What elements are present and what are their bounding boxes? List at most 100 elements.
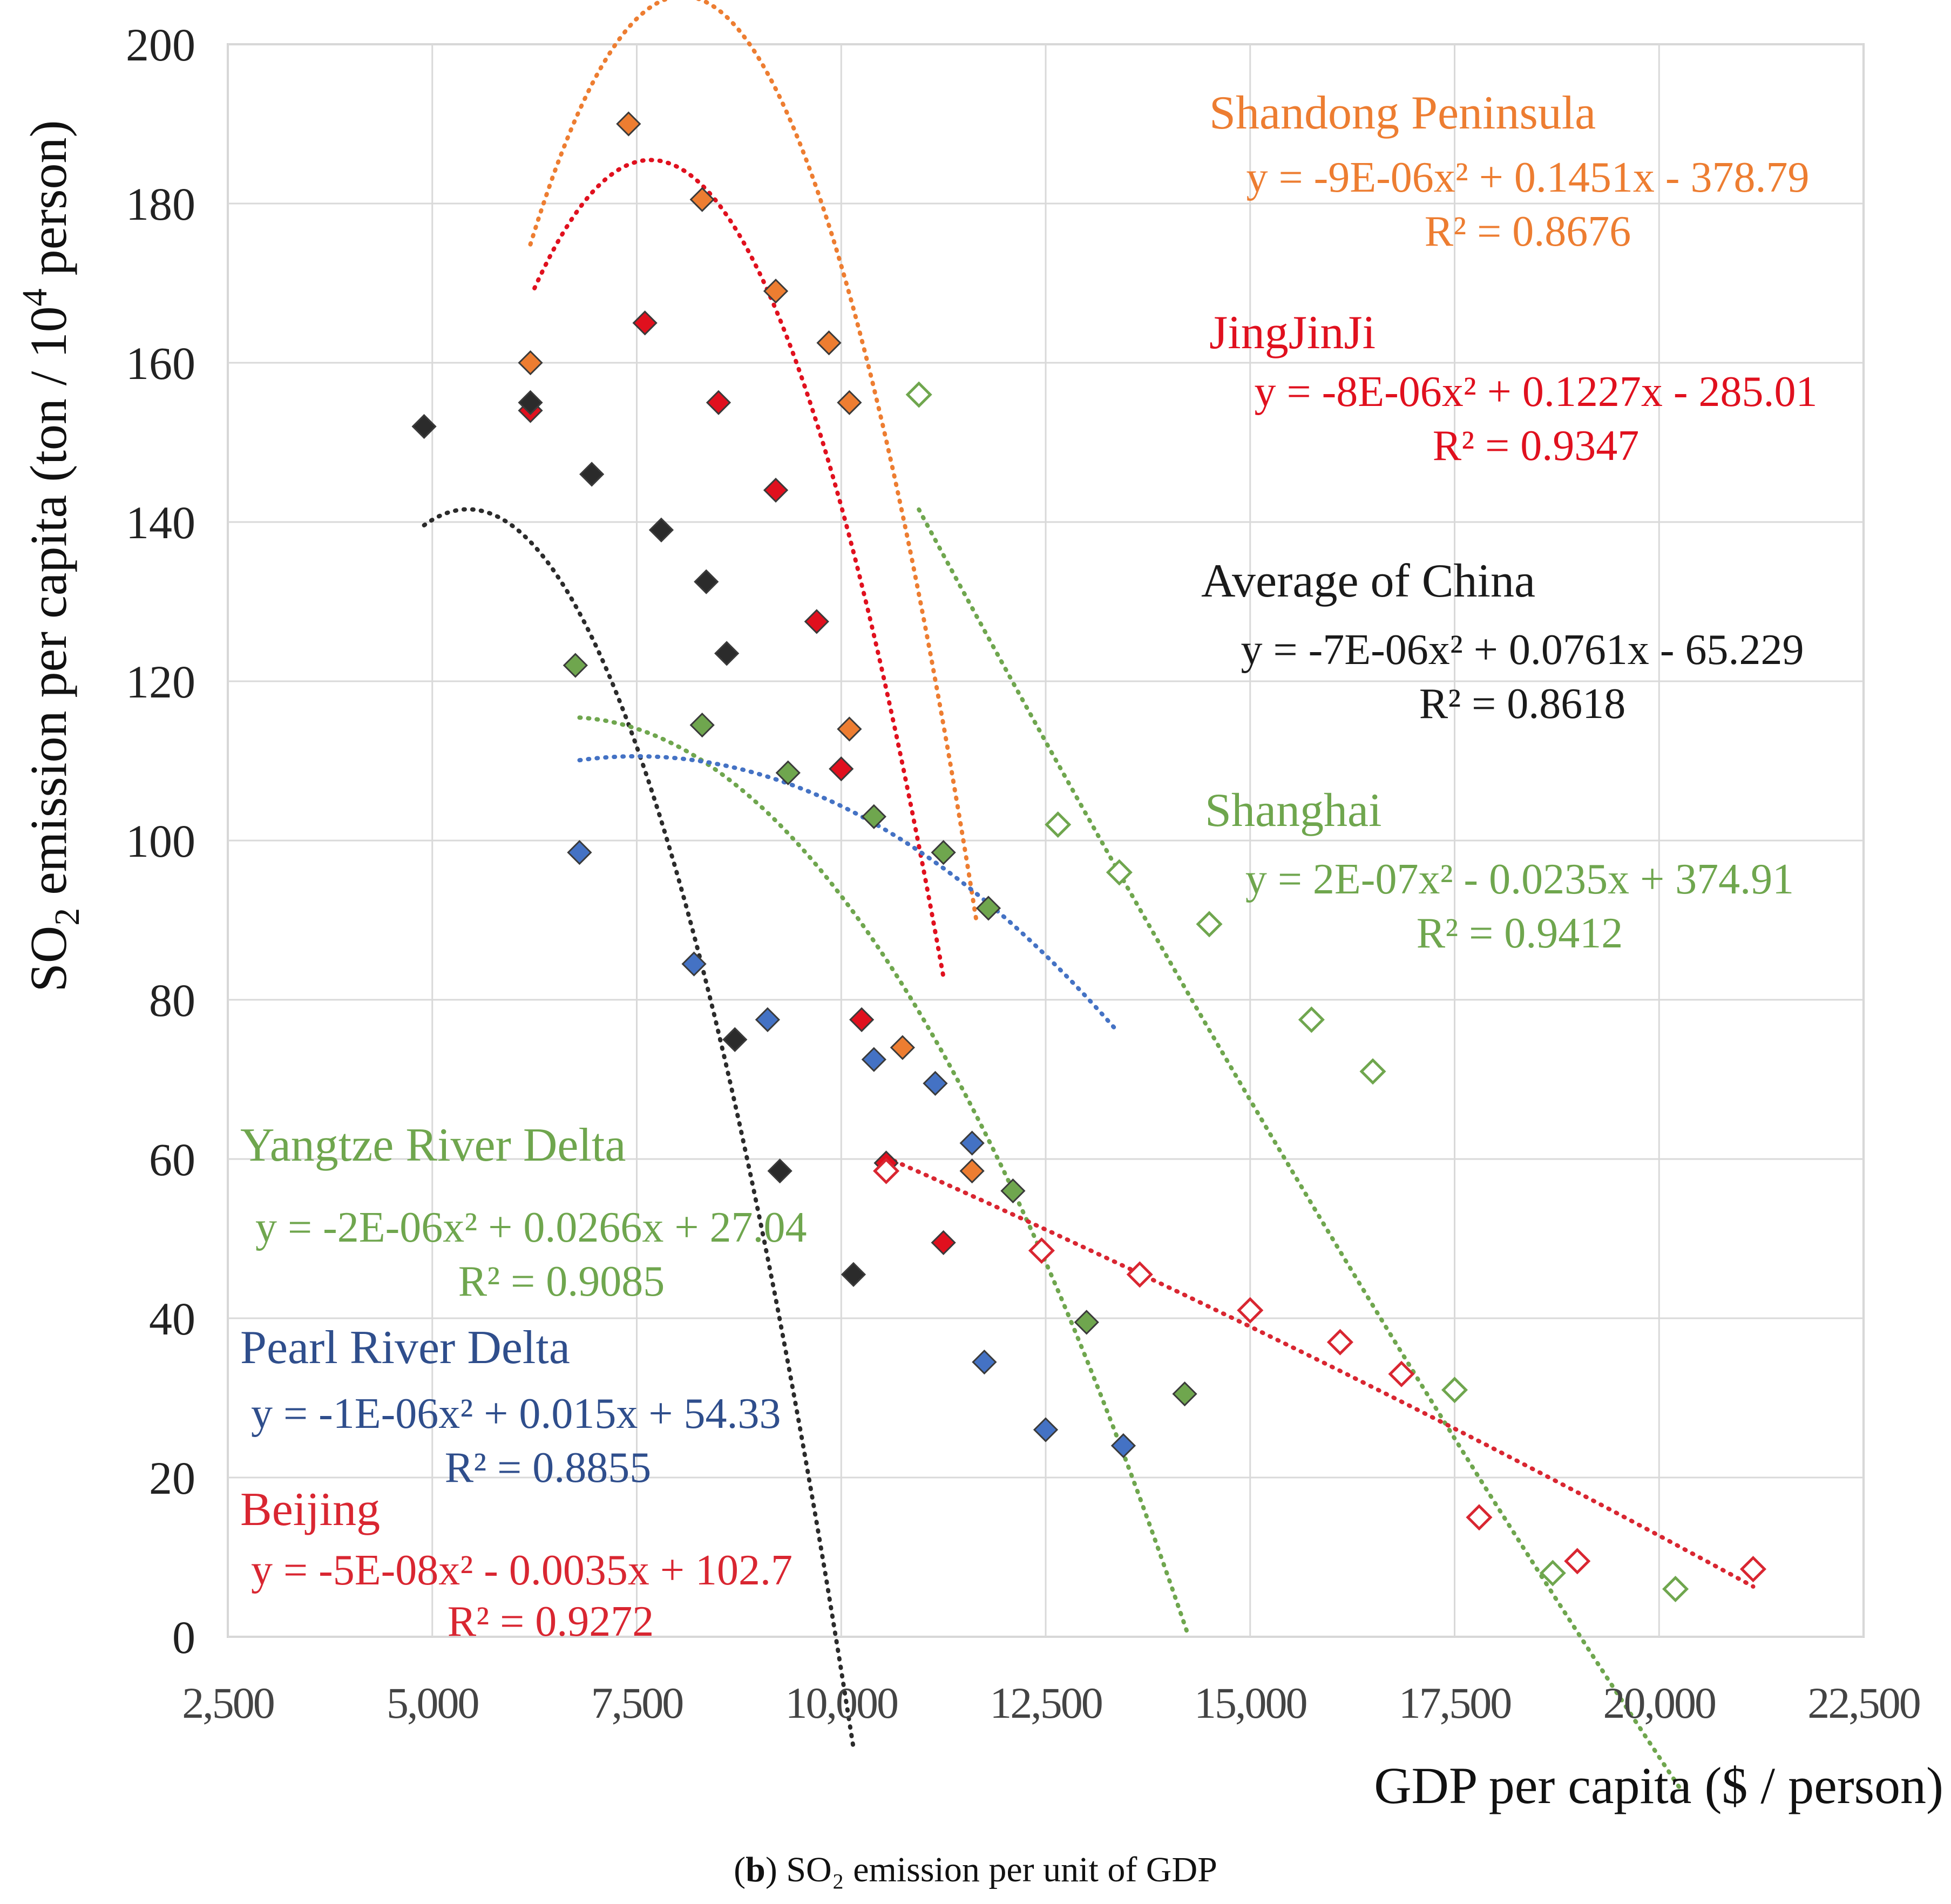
annotation-pearl-r2: R² = 0.8855: [445, 1444, 651, 1492]
data-point-yangtze-river-delta-0: [563, 653, 588, 678]
annotation-beijing-title: Beijing: [240, 1483, 380, 1536]
annotation-shanghai-r2: R² = 0.9412: [1417, 910, 1623, 957]
annotation-shanghai-title: Shanghai: [1205, 784, 1382, 837]
data-point-shanghai-3: [1196, 911, 1223, 938]
annotation-shandong-r2: R² = 0.8676: [1425, 208, 1631, 255]
data-point-jingjinji-4: [804, 609, 829, 634]
figure-caption: (b) SO₂ emission per unit of GDP: [734, 1850, 1217, 1889]
y-tick-label-100: 100: [126, 815, 195, 867]
data-point-shandong-peninsula-3: [763, 279, 789, 304]
data-point-shandong-peninsula-8: [959, 1158, 985, 1184]
data-point-yangtze-river-delta-2: [775, 760, 801, 785]
trendline-beijing: [884, 1155, 1756, 1589]
data-point-yangtze-river-delta-1: [689, 713, 715, 738]
data-point-average-of-china-4: [694, 569, 719, 594]
data-point-beijing-5: [1388, 1360, 1415, 1387]
data-point-pearl-river-delta-5: [959, 1130, 985, 1156]
data-point-jingjinji-8: [931, 1230, 956, 1255]
data-point-pearl-river-delta-7: [1033, 1417, 1059, 1442]
annotation-china-equation: y = -7E-06x² + 0.0761x - 65.229: [1241, 626, 1804, 674]
annotation-yangtze-r2: R² = 0.9085: [458, 1258, 665, 1305]
data-point-beijing-6: [1466, 1504, 1493, 1531]
y-tick-label-140: 140: [126, 497, 195, 548]
x-axis-title: GDP per capita ($ / person): [1374, 1757, 1943, 1814]
data-point-shanghai-0: [905, 381, 932, 408]
annotation-jingjinji-title: JingJinJi: [1209, 307, 1376, 359]
data-point-jingjinji-2: [706, 390, 731, 415]
trendlines: [422, 0, 1756, 1790]
data-point-beijing-4: [1326, 1329, 1353, 1356]
data-point-beijing-3: [1237, 1297, 1264, 1324]
data-point-jingjinji-5: [829, 756, 854, 782]
data-point-jingjinji-3: [763, 477, 789, 503]
data-point-shanghai-4: [1298, 1006, 1325, 1033]
annotation-china-r2: R² = 0.8618: [1419, 680, 1625, 728]
data-point-shandong-peninsula-2: [689, 187, 715, 212]
trendline-pearl-river-delta: [577, 754, 1117, 1031]
y-axis-title: SO2 emission per capita (ton / 104 perso…: [15, 120, 87, 992]
annotation-beijing-r2: R² = 0.9272: [448, 1598, 654, 1645]
data-point-average-of-china-1: [518, 390, 543, 415]
annotation-jingjinji-equation: y = -8E-06x² + 0.1227x - 285.01: [1254, 368, 1817, 416]
trendline-shandong-peninsula: [528, 0, 979, 921]
annotation-yangtze-title: Yangtze River Delta: [240, 1119, 626, 1171]
data-point-shanghai-5: [1359, 1058, 1386, 1085]
annotation-china-title: Average of China: [1201, 555, 1535, 607]
data-point-shandong-peninsula-4: [816, 330, 842, 356]
annotation-pearl-equation: y = -1E-06x² + 0.015x + 54.33: [251, 1390, 781, 1438]
data-point-shanghai-8: [1662, 1575, 1689, 1603]
y-tick-label-0: 0: [172, 1611, 195, 1663]
y-tick-label-120: 120: [126, 656, 195, 708]
annotation-shanghai-equation: y = 2E-07x² - 0.0235x + 374.91: [1245, 856, 1794, 903]
data-point-pearl-river-delta-3: [861, 1047, 886, 1072]
data-point-average-of-china-2: [579, 462, 605, 487]
annotation-jingjinji-r2: R² = 0.9347: [1433, 422, 1639, 470]
y-tick-label-20: 20: [149, 1452, 195, 1504]
x-tick-label-2500: 2,500: [182, 1678, 274, 1727]
annotation-yangtze-equation: y = -2E-06x² + 0.0266x + 27.04: [255, 1204, 807, 1251]
data-point-beijing-8: [1739, 1556, 1767, 1583]
y-tick-label-80: 80: [149, 974, 195, 1026]
data-point-jingjinji-1: [632, 310, 658, 336]
x-tick-label-10000: 10,000: [785, 1678, 898, 1727]
data-point-average-of-china-6: [722, 1027, 748, 1052]
x-tick-label-12500: 12,500: [990, 1678, 1102, 1727]
y-tick-label-160: 160: [126, 337, 195, 389]
data-point-beijing-7: [1564, 1548, 1591, 1575]
data-point-yangtze-river-delta-7: [1074, 1310, 1099, 1335]
data-point-pearl-river-delta-2: [755, 1007, 781, 1032]
gridlines: [227, 43, 1865, 1638]
data-point-pearl-river-delta-1: [681, 951, 707, 977]
data-point-average-of-china-7: [767, 1158, 792, 1184]
annotation-beijing-equation: y = -5E-08x² - 0.0035x + 102.7: [251, 1547, 792, 1594]
data-point-average-of-china-3: [648, 517, 674, 543]
data-points: [411, 111, 1767, 1603]
data-point-yangtze-river-delta-8: [1172, 1381, 1197, 1407]
y-tick-label-200: 200: [126, 19, 195, 71]
data-point-shanghai-2: [1106, 859, 1133, 886]
data-point-pearl-river-delta-4: [923, 1070, 948, 1096]
data-point-yangtze-river-delta-4: [931, 840, 956, 865]
x-tick-label-20000: 20,000: [1603, 1678, 1716, 1727]
trendline-yangtze-river-delta: [577, 715, 1191, 1639]
annotation-shandong-title: Shandong Peninsula: [1209, 87, 1596, 139]
trendline-average-of-china: [422, 507, 856, 1751]
x-tick-label-5000: 5,000: [387, 1678, 478, 1727]
data-point-shandong-peninsula-7: [890, 1035, 915, 1060]
data-point-shanghai-6: [1441, 1377, 1468, 1404]
data-point-shandong-peninsula-0: [518, 350, 543, 376]
y-tick-label-60: 60: [149, 1134, 195, 1185]
data-point-beijing-2: [1126, 1261, 1153, 1288]
y-tick-label-180: 180: [126, 178, 195, 230]
x-tick-label-7500: 7,500: [591, 1678, 683, 1727]
data-point-pearl-river-delta-8: [1110, 1433, 1136, 1459]
data-point-pearl-river-delta-6: [972, 1350, 997, 1375]
data-point-average-of-china-8: [841, 1262, 866, 1287]
data-point-pearl-river-delta-0: [567, 840, 592, 865]
data-point-yangtze-river-delta-5: [975, 896, 1001, 921]
trendline-jingjinji: [532, 158, 946, 979]
data-point-average-of-china-0: [411, 414, 437, 439]
x-tick-label-17500: 17,500: [1399, 1678, 1511, 1727]
